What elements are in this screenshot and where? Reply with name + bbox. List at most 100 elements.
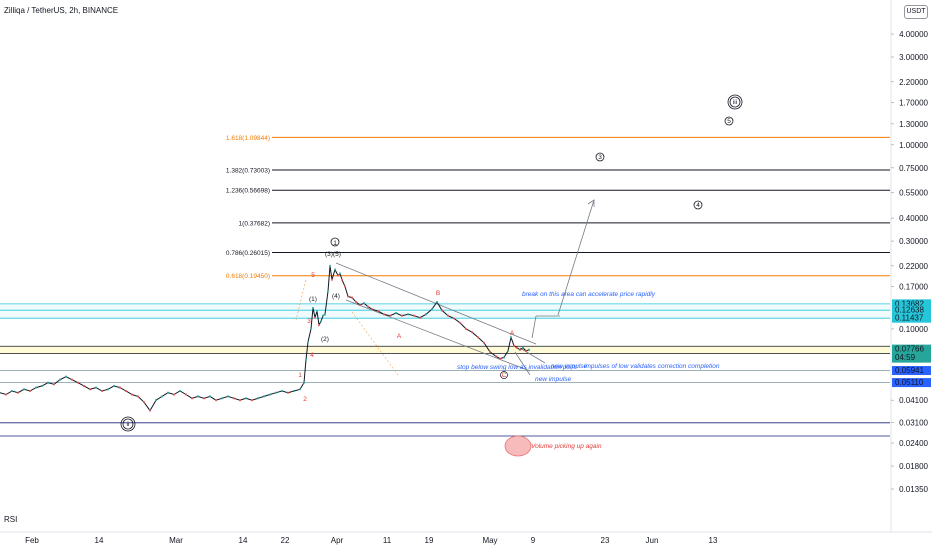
price-candle	[167, 391, 169, 394]
price-candle	[431, 308, 433, 311]
time-tick-label: 23	[601, 536, 610, 545]
price-candle	[377, 310, 379, 313]
wave-red-3: 3	[307, 318, 311, 325]
wave-label-paren-2: (2)	[321, 336, 329, 343]
price-candle	[407, 313, 409, 316]
annotation-new-impulse-2: new impulse	[535, 376, 572, 383]
price-candle	[257, 397, 259, 400]
price-candle	[510, 336, 512, 339]
wave-label-circled-1: 1	[333, 240, 337, 247]
wave-red-5: 5	[311, 272, 315, 279]
price-candle	[239, 399, 241, 402]
price-candle	[339, 272, 341, 275]
price-candle	[227, 395, 229, 398]
time-tick-label: Apr	[331, 536, 344, 545]
wave-circle-iii-outer	[727, 94, 743, 110]
price-label-badge	[892, 344, 931, 363]
price-tick-label: 3.00000	[899, 53, 928, 62]
price-label-badge	[892, 378, 931, 388]
time-tick-label: Jun	[646, 536, 659, 545]
price-tick-label: 1.30000	[899, 120, 928, 129]
fib-level-label: 1.236(0.56698)	[226, 188, 270, 195]
price-tick-label: 0.04100	[899, 396, 928, 405]
price-candle	[179, 389, 181, 392]
wave-red-2: 2	[303, 396, 307, 403]
price-candle	[459, 321, 461, 324]
price-candle	[173, 393, 175, 396]
currency-button[interactable]: USDT	[904, 5, 928, 19]
price-candle	[383, 313, 385, 316]
time-tick-label: 14	[95, 536, 104, 545]
time-tick-label: 14	[239, 536, 248, 545]
price-label-text: 0.07766	[895, 345, 924, 354]
price-candle	[465, 327, 467, 330]
price-candle	[161, 395, 163, 398]
volume-highlight-ellipse[interactable]	[504, 435, 532, 457]
price-candle	[35, 386, 37, 389]
time-tick-label: Mar	[169, 536, 183, 545]
price-tick-label: 0.22000	[899, 262, 928, 271]
price-candle	[329, 264, 331, 267]
time-tick-label: Feb	[25, 536, 39, 545]
price-label-badge	[892, 299, 931, 309]
price-candle	[83, 384, 85, 387]
projection-arrow-new-impulse[interactable]	[519, 347, 546, 364]
price-candle	[281, 389, 283, 392]
price-candle	[401, 314, 403, 317]
price-label-text: 0.11437	[895, 314, 924, 323]
price-candle	[477, 336, 479, 339]
price-tick-label: 0.40000	[899, 214, 928, 223]
annotation-break: break on this area can accelerate price …	[522, 291, 656, 298]
price-tick-label: 0.75000	[899, 164, 928, 173]
price-candle	[331, 278, 333, 281]
price-candle	[305, 358, 307, 361]
price-candle	[314, 316, 316, 319]
annotation-stop: stop below swing low as invalidation poi…	[457, 364, 578, 371]
price-candle	[191, 397, 193, 400]
price-candle	[113, 384, 115, 387]
price-label-badge	[892, 305, 931, 315]
price-candle	[483, 341, 485, 344]
price-label-badge	[892, 313, 931, 323]
price-candle	[334, 268, 336, 271]
price-candle	[65, 375, 67, 378]
price-candle	[143, 401, 145, 404]
price-tick-label: 0.02400	[899, 439, 928, 448]
wave-circle-ii-outer	[120, 416, 136, 432]
time-tick-label: 13	[709, 536, 718, 545]
wave-label-paren-3: (3)	[325, 251, 333, 258]
wave-label-circled-3: 3	[598, 154, 602, 161]
projection-arrow-new-impulse-2[interactable]	[514, 351, 531, 376]
price-candle	[155, 399, 157, 402]
price-candle	[47, 381, 49, 384]
projection-arrow-up[interactable]	[557, 199, 595, 316]
price-tick-label: 0.17000	[899, 282, 928, 291]
price-candle	[269, 393, 271, 396]
price-candle	[275, 391, 277, 394]
time-tick-label: 11	[383, 536, 392, 545]
price-candle	[245, 397, 247, 400]
wave-label-iii: iii	[733, 99, 737, 106]
price-candle	[303, 381, 305, 384]
fib-level-label: 1.382(0.73003)	[226, 167, 270, 174]
wave-label-paren-4: (4)	[332, 293, 340, 300]
price-candle	[503, 356, 505, 359]
wave-red-1: 1	[298, 372, 302, 379]
price-candle	[107, 388, 109, 391]
wave-circle-iii-inner	[729, 96, 741, 108]
price-candle	[71, 378, 73, 381]
price-candle	[197, 395, 199, 398]
price-tick-label: 0.03100	[899, 419, 928, 428]
support-zone-yellow[interactable]	[0, 346, 890, 354]
price-tick-label: 0.30000	[899, 237, 928, 246]
wave-label-circled-5: 5	[727, 118, 731, 125]
resistance-zone-cyan[interactable]	[0, 303, 890, 319]
price-candle	[95, 386, 97, 389]
price-candle	[347, 295, 349, 298]
price-candle	[215, 399, 217, 402]
price-series-line[interactable]	[0, 265, 530, 412]
projection-arrow-mid[interactable]	[531, 315, 537, 339]
price-candle	[436, 301, 438, 304]
price-candle	[389, 314, 391, 317]
